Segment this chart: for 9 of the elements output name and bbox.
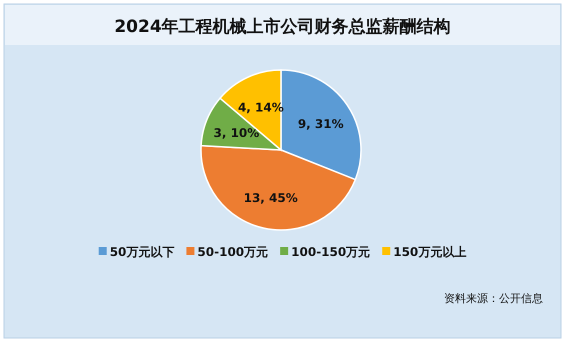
legend-label: 50-100万元 [197,245,268,259]
text: 资料来源：公开信息 [444,292,543,305]
chart-title: 2024年工程机械上市公司财务总监薪酬结构 [114,17,451,37]
legend-label: 50万元以下 [110,245,174,259]
data-label: 3, 10% [214,126,260,140]
data-label: 13, 45% [244,190,298,205]
legend-label: 150万元以上 [393,245,466,259]
legend-label: 100-150万元 [291,245,370,259]
data-label: 9, 31% [298,117,344,132]
